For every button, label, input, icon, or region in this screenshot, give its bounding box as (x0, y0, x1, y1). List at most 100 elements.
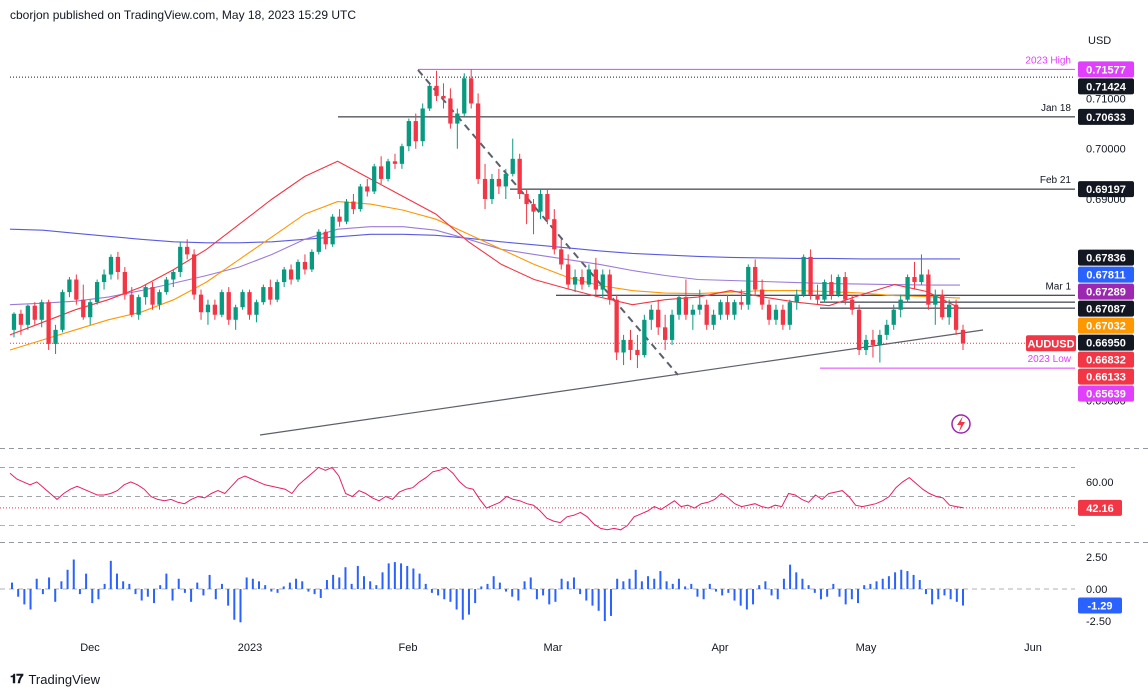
rsi-pane (0, 466, 1075, 531)
price-tag: 0.67032 (1086, 321, 1126, 333)
macd-bar (381, 572, 384, 589)
macd-bar (307, 589, 310, 592)
macd-bar (610, 589, 613, 616)
macd-bar (894, 572, 897, 589)
macd-bar (523, 581, 526, 589)
candle-body (877, 334, 883, 345)
candle-body (766, 304, 772, 320)
candle-body (233, 307, 238, 320)
time-tick: Apr (711, 642, 728, 654)
candle-body (143, 287, 148, 298)
macd-tick: -2.50 (1086, 616, 1111, 628)
candle-body (676, 297, 682, 315)
candle-body (960, 329, 966, 344)
candle-body (759, 289, 765, 305)
footer: 𝟏𝟕 TradingView (10, 670, 100, 688)
candle-body (718, 302, 723, 315)
macd-bar (430, 589, 433, 593)
macd-bar (807, 585, 810, 589)
candle-body (53, 329, 58, 344)
candle-body (697, 304, 702, 310)
macd-bar (955, 589, 958, 602)
macd-bar (813, 589, 816, 593)
candle-body (586, 269, 592, 285)
macd-bar (647, 576, 650, 589)
candle-body (538, 194, 543, 212)
macd-bar (838, 589, 841, 597)
macd-bar (511, 589, 514, 597)
candle-body (531, 204, 536, 212)
macd-bar (819, 589, 822, 600)
macd-bar (66, 569, 69, 589)
candle-body (669, 314, 675, 340)
macd-bar (153, 589, 156, 604)
macd-bar (727, 589, 730, 593)
candle-body (808, 256, 813, 295)
brand-label[interactable]: TradingView (28, 671, 101, 687)
macd-bar (690, 583, 693, 589)
macd-bar (962, 589, 964, 606)
macd-bar (622, 581, 625, 589)
ema-20-line (9, 160, 961, 336)
rsi-tag-box (1078, 499, 1122, 516)
macd-bar (97, 589, 100, 600)
price-tag: 0.66832 (1086, 355, 1126, 367)
candle-body (912, 277, 917, 283)
candle-body (39, 302, 44, 320)
candle-body (683, 297, 689, 315)
macd-bar (406, 565, 409, 589)
candle-body (926, 274, 931, 305)
time-tick: Feb (399, 642, 418, 654)
macd-bar (758, 585, 761, 589)
candle-body (919, 274, 924, 283)
macd-bar (11, 582, 13, 589)
candle-body (32, 305, 37, 320)
candle-body (434, 85, 439, 96)
macd-bar (931, 589, 934, 605)
macd-bar (752, 589, 755, 605)
macd-bar (23, 589, 26, 605)
candle-body (427, 85, 432, 109)
macd-bar (313, 589, 316, 595)
level-label: Mar 1 (1045, 281, 1071, 292)
candle-body (863, 339, 869, 350)
chart-canvas[interactable]: 2023 High Jan 18 Feb 21 Mar 1 2023 Low AUDUSD… (0, 0, 1148, 668)
macd-bar (338, 577, 341, 589)
macd-bar (301, 581, 304, 589)
macd-bar (443, 589, 446, 600)
macd-bar (795, 572, 798, 589)
candle-body (330, 216, 335, 245)
candle-body (392, 161, 398, 164)
candle-body (11, 313, 17, 330)
macd-bar (91, 589, 94, 604)
candle-body (815, 294, 820, 300)
candle-body (344, 201, 349, 222)
candle-body (503, 173, 508, 187)
macd-bar (400, 563, 403, 589)
tradingview-logo-icon[interactable]: 𝟏𝟕 (10, 671, 24, 686)
price-tag: 0.69197 (1086, 184, 1126, 196)
price-tag-box (1078, 181, 1134, 198)
candle-body (372, 166, 377, 192)
candle-body (136, 297, 141, 315)
macd-bar (270, 589, 273, 592)
macd-bar (776, 589, 779, 600)
macd-bar (60, 581, 63, 589)
price-tag: 0.67289 (1086, 287, 1126, 299)
macd-bar (529, 577, 532, 589)
candle-body (905, 277, 910, 300)
price-tag-box (1078, 283, 1134, 300)
price-pane: 2023 High Jan 18 Feb 21 Mar 1 2023 Low AUDUSD (0, 55, 1148, 543)
macd-bar (857, 589, 860, 604)
candle-body (870, 339, 876, 345)
macd-bar (745, 589, 748, 610)
price-tag-box (1078, 108, 1134, 125)
candle-body (378, 166, 384, 179)
time-tick: Dec (80, 642, 100, 654)
candle-body (801, 256, 806, 295)
candle-body (496, 178, 502, 187)
candle-body (302, 261, 308, 270)
symbol-tag-box (1026, 335, 1076, 352)
macd-bar (295, 578, 298, 589)
macd-bar (801, 578, 804, 589)
